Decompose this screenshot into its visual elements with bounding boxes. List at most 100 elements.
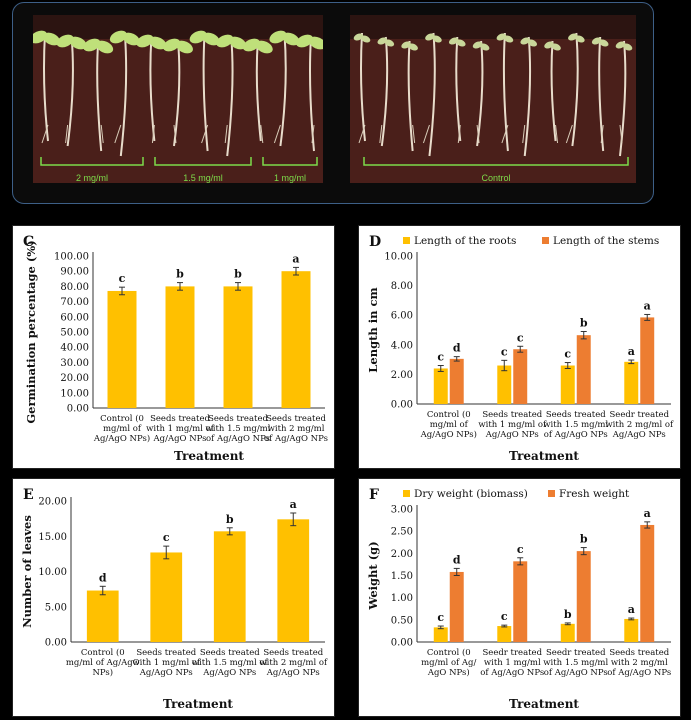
seedling-leaf [408,43,418,51]
x-tick-label: with 2 mg/ml [268,424,325,434]
seedling-stem [380,36,389,147]
y-tick-label: 3.00 [391,505,413,516]
y-tick-label: 2.00 [391,370,413,381]
bar [213,531,246,642]
photo-label: 1 mg/ml [274,173,306,183]
bar [624,618,639,642]
y-tick-label: 10.00 [38,567,67,578]
seedling-root [151,124,155,144]
legend-label: Dry weight (biomass) [414,488,528,500]
chart-panel-c: C 0.00 10.00 20.00 30.00 40.00 50.00 60.00 70.00… [12,225,335,469]
seedling-stem [476,40,484,147]
x-tick-label: mg/ml of Ag/AgO [66,658,140,668]
y-axis-label: Weight (g) [366,541,380,610]
y-tick-label: 60.00 [60,312,89,323]
seedling-root [501,124,509,144]
seedling-leaf [448,37,459,45]
seedling-stem [502,32,509,152]
legend-swatch [542,237,549,244]
seedling-root [565,124,573,144]
x-tick-label: with 1.5 mg/ml of [192,658,269,668]
y-tick-label: 1.50 [391,571,413,582]
x-tick-label: Seeds treated [208,414,268,424]
seedling-leaf [163,38,181,52]
seedling-leaf [308,36,323,50]
seedling-stem [407,40,414,152]
x-tick-label: with 2 mg/ml of [605,420,674,430]
bar [150,552,183,642]
seedling-leaf [544,41,554,49]
seedling-leaf [615,41,626,49]
bar [223,286,253,408]
photo-shadow [350,15,636,39]
seedling-leaf [122,32,140,46]
seedling-root [358,124,366,144]
seedling-leaf [568,33,578,41]
y-tick-label: 0.50 [391,615,413,626]
seedling-leaf [83,38,101,52]
bar [433,627,448,642]
significance-letter: b [176,268,184,281]
x-tick-label: of Ag/AgO NPs [607,668,671,678]
seedling-root [100,124,104,144]
leaves-chart: E 0.00 5.00 10.00 15.00 20.00 Number of leaves… [20,487,328,711]
seedling-root [457,124,461,144]
seedling-root [412,124,416,144]
x-axis-label: Treatment [174,449,244,463]
x-tick-label: Seeds treated [609,648,669,658]
seedling-stem [571,32,579,147]
x-tick-label: Seeds treated [150,414,210,424]
chart-panel-f: F Dry weight (biomass) Fresh weight 0.00 0.5… [358,478,681,717]
x-tick-label: Seeds treated [200,648,260,658]
seedling-leaf [456,39,466,47]
control-seedlings-photo: Control [350,15,636,183]
y-tick-label: 40.00 [60,343,89,354]
x-tick-label: Control (0 [100,413,144,424]
x-tick-label: Ag/AgO NPs [266,668,320,678]
seedling-leaf [282,32,300,46]
y-tick-label: 2.50 [391,527,413,538]
x-tick-label: Ag/AgO NPs [139,668,193,678]
seedling-root [65,124,69,144]
x-tick-label: Ag/AgO NPs) [420,429,477,440]
bar [560,365,575,404]
x-tick-label: AgO NPs) [427,667,470,678]
seedling-leaf [56,34,74,48]
seedling-root [201,124,209,144]
y-tick-label: 0.00 [391,638,413,649]
seedling-stem [119,32,128,157]
seedling-leaf [242,38,260,52]
x-tick-label: Ag/AgO NPs [485,430,539,440]
germination-chart: C 0.00 10.00 20.00 30.00 40.00 50.00 60.00 70.00… [23,234,328,463]
photo-label: 1.5 mg/ml [183,173,223,183]
seedling-root [173,124,177,144]
seedling-leaf [384,39,395,47]
seedling-leaf [33,30,48,44]
bar [107,290,137,408]
x-tick-label: Control (0 [81,647,125,658]
seedling-root [41,124,49,144]
y-tick-label: 0.00 [45,638,67,649]
x-tick-label: Ag/AgO NPs [202,668,256,678]
seedling-leaf [229,36,247,50]
seedling-stem [173,40,181,147]
seedling-leaf [520,37,530,45]
significance-letter: a [644,507,651,520]
significance-letter: c [564,348,571,361]
legend-label: Length of the stems [553,235,659,247]
significance-letter: a [628,603,635,616]
seedling-leaf [175,40,193,54]
seedling-leaf [353,33,364,41]
seedling-leaf [269,30,287,44]
significance-letter: a [290,498,297,511]
seedling-root [619,124,623,144]
significance-letter: b [580,316,588,329]
panel-letter: E [23,487,34,503]
seedling-leaf [432,35,442,43]
bar [513,349,528,404]
x-tick-label: Control (0 [427,409,471,420]
panel-letter: C [23,234,34,250]
bar [576,335,591,404]
seedling-stem [428,32,436,157]
x-tick-label: Seedr treated [546,648,606,658]
